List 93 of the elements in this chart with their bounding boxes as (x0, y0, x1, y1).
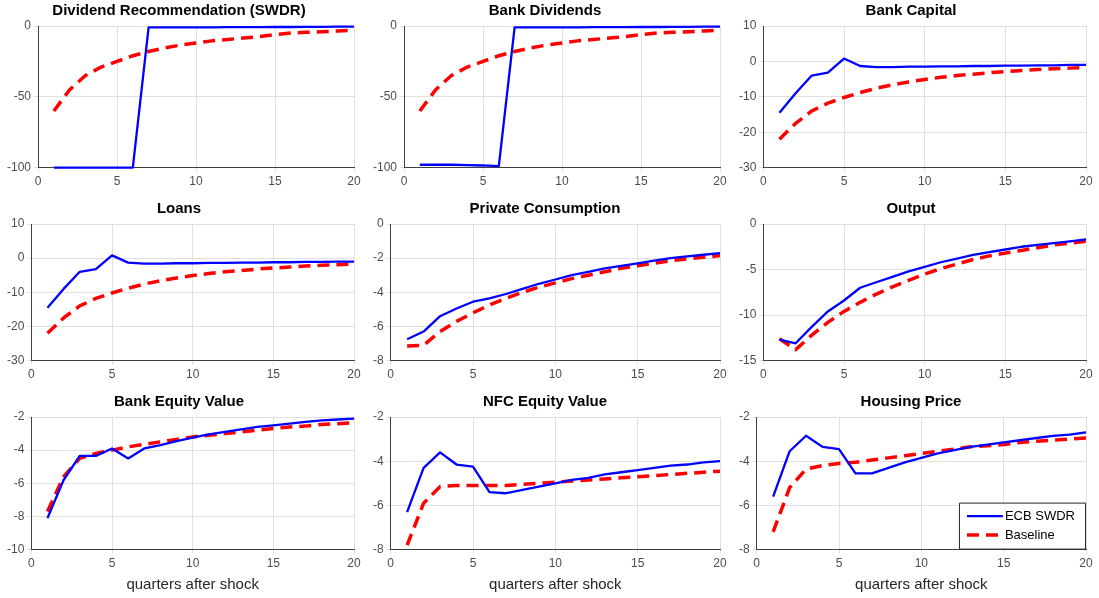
legend-label: Baseline (1004, 526, 1055, 542)
chart-title: Housing Price (860, 392, 962, 410)
x-tick-label: 0 (760, 174, 767, 189)
y-tick-label: 10 (742, 18, 757, 33)
x-tick-label: 15 (998, 367, 1013, 382)
y-tick-label: -8 (739, 541, 750, 556)
x-tick-label: 20 (1079, 174, 1093, 189)
y-tick-label: -4 (13, 442, 25, 457)
y-tick-label: 0 (17, 250, 25, 265)
x-tick-label: 5 (469, 556, 477, 571)
x-tick-label: 10 (189, 174, 203, 189)
y-tick-label: -15 (739, 352, 757, 367)
chart-title: Output (886, 199, 936, 217)
legend-label: ECB SWDR (1004, 507, 1075, 523)
x-tick-label: 20 (1079, 556, 1093, 571)
y-tick-label: -10 (7, 541, 25, 556)
x-tick-label: 15 (630, 556, 645, 571)
y-tick-label: -2 (373, 250, 384, 265)
y-tick-label: -8 (13, 508, 25, 523)
x-tick-label: 10 (185, 556, 200, 571)
x-tick-label: 15 (266, 367, 281, 382)
x-tick-label: 0 (760, 367, 767, 382)
x-tick-label: 15 (998, 174, 1013, 189)
x-tick-label: 5 (469, 367, 477, 382)
y-tick-label: -100 (6, 159, 32, 174)
x-tick-label: 5 (479, 174, 487, 189)
x-tick-label: 15 (996, 556, 1011, 571)
x-tick-label: 10 (548, 556, 563, 571)
y-tick-label: -2 (13, 409, 25, 424)
chart-title: Dividend Recommendation (SWDR) (52, 1, 306, 19)
y-tick-label: -4 (739, 453, 750, 468)
x-tick-label: 10 (185, 367, 200, 382)
y-tick-label: -4 (373, 284, 384, 299)
y-tick-label: -6 (13, 475, 25, 490)
x-tick-label: 5 (840, 174, 848, 189)
y-tick-label: -6 (373, 497, 384, 512)
y-tick-label: -20 (7, 318, 25, 333)
x-tick-label: 10 (555, 174, 569, 189)
x-tick-label: 5 (108, 367, 116, 382)
x-tick-label: 20 (1079, 367, 1093, 382)
x-tick-label: 20 (347, 174, 361, 189)
x-tick-label: 15 (634, 174, 648, 189)
x-tick-label: 15 (268, 174, 282, 189)
chart-title: Bank Equity Value (113, 392, 245, 410)
x-tick-label: 20 (347, 556, 361, 571)
chart-title: Private Consumption (469, 199, 621, 217)
y-tick-label: -6 (373, 318, 384, 333)
y-tick-label: -5 (745, 261, 757, 276)
x-tick-label: 0 (34, 174, 42, 189)
x-tick-label: 10 (914, 556, 929, 571)
y-tick-label: -50 (13, 89, 32, 104)
y-tick-label: -4 (373, 453, 384, 468)
x-axis-title: quarters after shock (855, 575, 989, 593)
x-tick-label: 0 (400, 174, 408, 189)
x-tick-label: 5 (840, 367, 848, 382)
x-tick-label: 20 (713, 174, 727, 189)
y-tick-label: 0 (749, 53, 757, 68)
x-tick-label: 15 (266, 556, 281, 571)
x-axis-title: quarters after shock (489, 575, 623, 593)
y-tick-label: -30 (7, 352, 25, 367)
y-tick-label: -30 (739, 159, 757, 174)
y-tick-label: -2 (739, 409, 750, 424)
x-tick-label: 5 (113, 174, 121, 189)
y-tick-label: 0 (24, 18, 32, 33)
x-tick-label: 10 (917, 174, 932, 189)
y-tick-label: -10 (739, 89, 757, 104)
y-tick-label: -2 (373, 409, 384, 424)
y-tick-label: 10 (10, 216, 25, 231)
chart-title: NFC Equity Value (482, 392, 608, 410)
y-tick-label: -8 (373, 541, 384, 556)
x-tick-label: 20 (713, 556, 727, 571)
x-tick-label: 20 (347, 367, 361, 382)
line-series (405, 469, 722, 547)
y-tick-label: -20 (739, 124, 757, 139)
y-tick-label: 0 (376, 216, 384, 231)
y-tick-label: 0 (749, 216, 757, 231)
chart-title: Loans (156, 199, 202, 217)
y-tick-label: 0 (390, 18, 398, 33)
y-tick-label: -50 (379, 89, 398, 104)
chart-title: Bank Capital (865, 1, 957, 19)
y-tick-label: -10 (7, 284, 25, 299)
y-tick-label: -100 (372, 159, 398, 174)
x-tick-label: 10 (548, 367, 563, 382)
chart-title: Bank Dividends (488, 1, 602, 19)
x-tick-label: 20 (713, 367, 727, 382)
y-tick-label: -8 (373, 352, 384, 367)
y-tick-label: -6 (739, 497, 750, 512)
x-tick-label: 10 (917, 367, 932, 382)
x-tick-label: 5 (835, 556, 843, 571)
x-tick-label: 15 (630, 367, 645, 382)
x-tick-label: 5 (108, 556, 116, 571)
y-tick-label: -10 (739, 307, 757, 322)
x-axis-title: quarters after shock (126, 575, 260, 593)
